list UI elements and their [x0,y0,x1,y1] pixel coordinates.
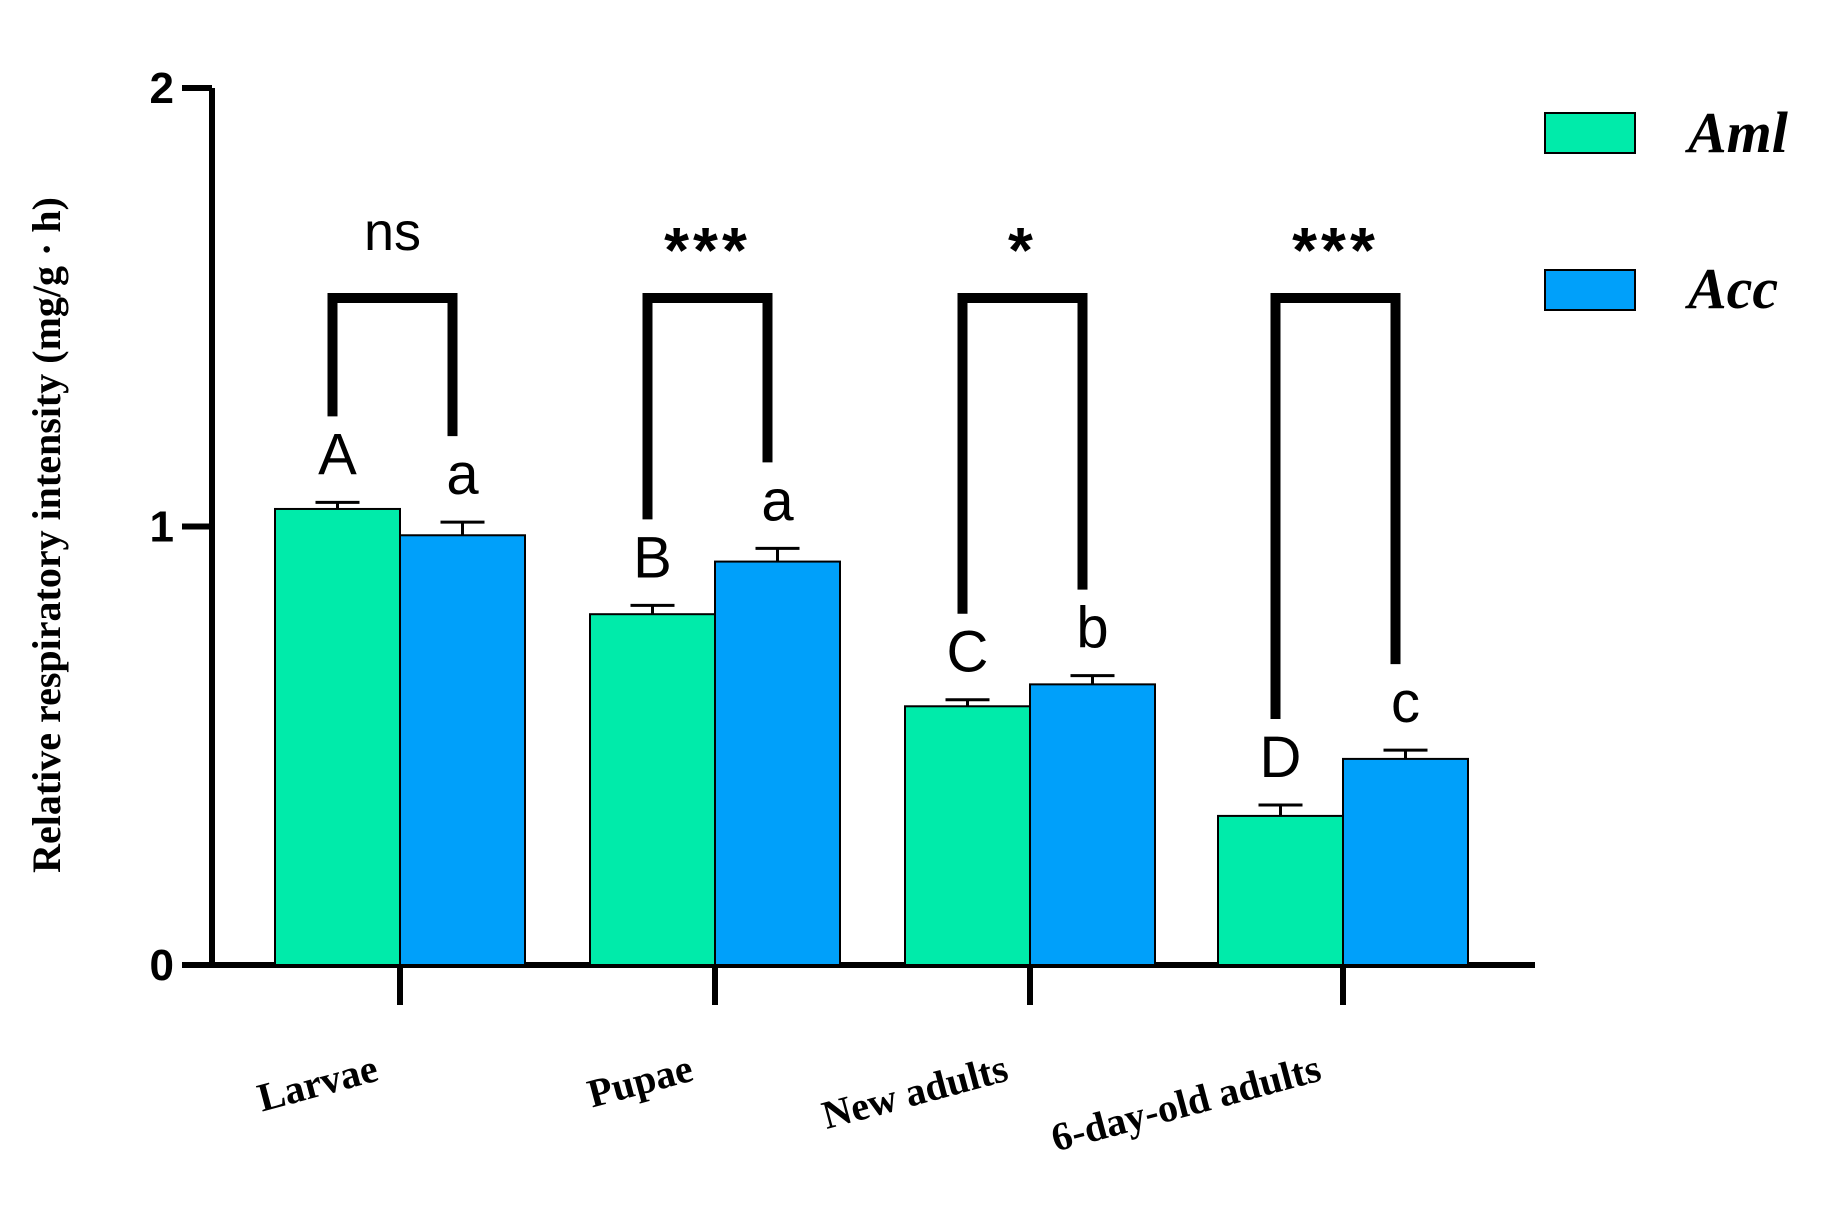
x-tick-label-3: 6-day-old adults [1046,1045,1325,1160]
bar-aml-0 [274,507,401,966]
significance-label-2: * [1008,214,1037,286]
letter-label-aml-2: C [947,620,989,685]
significance-bracket-1 [642,293,773,520]
significance-bracket-0 [327,293,458,437]
legend-swatch-aml [1544,112,1636,154]
letter-label-acc-2: b [1076,596,1108,661]
significance-label-1: *** [664,214,751,286]
bar-acc-3 [1342,757,1469,967]
letter-label-aml-1: B [633,525,672,590]
significance-label-0: ns [364,202,421,262]
bar-acc-2 [1029,683,1156,966]
y-tick-label-0: 0 [150,941,174,990]
bar-aml-2 [904,705,1031,966]
legend-swatch-acc [1544,269,1636,311]
legend-label-acc: Acc [1685,256,1778,321]
bar-aml-1 [589,613,716,966]
significance-bracket-3 [1270,293,1401,719]
letter-label-aml-0: A [318,422,357,487]
x-tick-label-0: Larvae [253,1045,383,1120]
y-axis-title: Relative respiratory intensity (mg/g · h… [24,197,69,873]
bar-acc-0 [399,534,526,967]
x-tick-label-1: Pupae [583,1045,698,1116]
plot-area: 0 1 2 Larvae A a ns Pupae Ba *** New adults C b * 6-da… [150,64,1535,1160]
legend-label-aml: Aml [1685,100,1789,165]
significance-label-3: *** [1292,214,1379,286]
significance-bracket-2 [957,293,1088,614]
y-tick-label-1: 1 [150,503,174,552]
letter-label-acc-1: a [761,468,794,533]
bar-acc-1 [714,560,841,967]
legend: Aml Acc [1544,100,1789,321]
letter-label-acc-0: a [446,442,479,507]
letter-label-acc-3: c [1391,670,1420,735]
letter-label-aml-3: D [1260,725,1302,790]
x-tick-label-2: New adults [817,1045,1012,1138]
bar-aml-3 [1217,814,1344,966]
y-tick-label-2: 2 [150,64,174,113]
